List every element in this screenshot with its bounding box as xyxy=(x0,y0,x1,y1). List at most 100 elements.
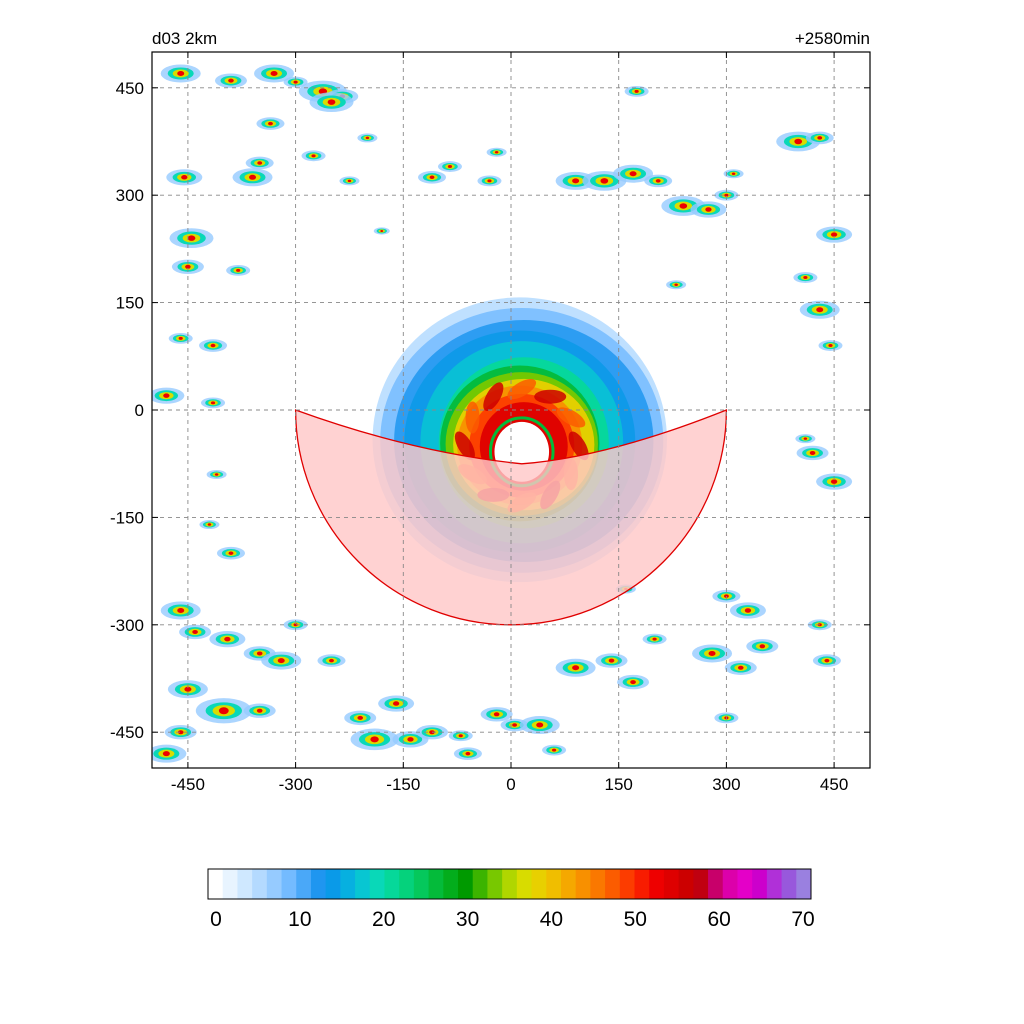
colorbar-tick-label: 60 xyxy=(707,908,730,931)
colorbar-swatch xyxy=(208,869,224,899)
colorbar-swatch xyxy=(575,869,591,899)
convective-cell xyxy=(805,131,834,145)
spiral-band xyxy=(483,382,504,411)
convective-cell xyxy=(166,169,203,186)
colorbar-swatch xyxy=(752,869,768,899)
colorbar-swatch xyxy=(678,869,694,899)
colorbar-swatch xyxy=(516,869,533,899)
convective-cell xyxy=(245,156,274,170)
x-tick-label: 150 xyxy=(605,775,633,794)
colorbar-swatch xyxy=(796,869,812,899)
colorbar-swatch xyxy=(237,869,253,899)
colorbar-swatch xyxy=(458,869,474,899)
convective-cell xyxy=(209,631,246,648)
y-tick-label: 0 xyxy=(135,401,144,420)
x-tick-label: -300 xyxy=(279,775,313,794)
convective-cell xyxy=(261,651,302,670)
colorbar-swatch xyxy=(766,869,783,899)
convective-cell xyxy=(724,660,757,675)
convective-cell xyxy=(169,228,214,249)
convective-cell xyxy=(723,169,744,179)
convective-cell xyxy=(216,546,245,560)
colorbar-swatch xyxy=(266,869,283,899)
spiral-band xyxy=(507,379,537,400)
convective-cell xyxy=(357,133,378,143)
colorbar-tick-label: 0 xyxy=(210,908,222,931)
convective-cell xyxy=(793,272,818,283)
colorbar-swatch xyxy=(355,869,371,899)
convective-cell xyxy=(350,728,399,751)
colorbar-swatch xyxy=(443,869,459,899)
y-tick-label: 150 xyxy=(116,294,144,313)
colorbar-swatch xyxy=(310,869,327,899)
convective-cell xyxy=(378,695,415,712)
colorbar-swatch xyxy=(560,869,577,899)
convective-cell xyxy=(437,161,462,172)
colorbar-swatch xyxy=(487,869,503,899)
colorbar-swatch xyxy=(590,869,606,899)
convective-cell xyxy=(254,64,295,83)
convective-cell xyxy=(613,164,654,183)
y-tick-label: -450 xyxy=(110,723,144,742)
x-tick-label: -450 xyxy=(171,775,205,794)
convective-cell xyxy=(624,85,649,97)
convective-cell xyxy=(666,280,687,290)
convective-cell xyxy=(816,473,853,490)
convective-cell xyxy=(542,744,567,756)
convective-cell xyxy=(243,703,276,718)
convective-cell xyxy=(519,716,560,735)
y-tick-label: -300 xyxy=(110,616,144,635)
colorbar-tick-label: 50 xyxy=(624,908,647,931)
reflectivity-field xyxy=(152,64,853,763)
convective-cell xyxy=(692,644,733,663)
colorbar-swatch xyxy=(663,869,680,899)
spiral-band xyxy=(454,431,475,461)
colorbar-tick-label: 20 xyxy=(372,908,395,931)
convective-cell xyxy=(199,339,228,352)
y-tick-label: 450 xyxy=(116,79,144,98)
colorbar-swatch xyxy=(384,869,400,899)
colorbar-swatch xyxy=(428,869,444,899)
convective-cell xyxy=(160,601,201,620)
spiral-band xyxy=(534,389,567,404)
convective-cell xyxy=(373,227,390,235)
colorbar-swatch xyxy=(325,869,341,899)
convective-cell xyxy=(816,226,853,243)
convective-cell xyxy=(309,92,354,113)
convective-cell xyxy=(477,175,502,187)
convective-cell xyxy=(206,469,227,479)
convective-cell xyxy=(283,76,308,88)
convective-cell xyxy=(795,434,816,444)
colorbar-swatch xyxy=(252,869,268,899)
convective-cell xyxy=(555,658,596,677)
convective-cell xyxy=(729,602,766,619)
colorbar-tick-label: 10 xyxy=(288,908,311,931)
convective-cell xyxy=(617,674,650,690)
convective-cell xyxy=(226,264,251,276)
convective-cell xyxy=(796,445,829,461)
colorbar-swatch xyxy=(340,869,356,899)
colorbar-swatch xyxy=(781,869,797,899)
colorbar: 0 10 20 30 40 50 60 70 xyxy=(207,868,815,931)
convective-cell xyxy=(199,520,220,530)
convective-cell xyxy=(164,725,197,740)
colorbar-frame xyxy=(207,868,812,900)
convective-cell xyxy=(453,747,482,760)
convective-cell xyxy=(160,64,201,83)
convective-cell xyxy=(812,654,841,667)
axis-ticks: -450 -300 -150 0 150 300 450 450 300 150 0 -150 -300… xyxy=(110,52,870,794)
x-tick-label: 450 xyxy=(820,775,848,794)
colorbar-tick-label: 30 xyxy=(456,908,479,931)
convective-cell xyxy=(776,131,821,152)
colorbar-swatch xyxy=(546,869,562,899)
convective-cell xyxy=(339,176,360,186)
convective-cell xyxy=(480,707,513,722)
convective-cell xyxy=(486,147,507,157)
colorbar-swatch xyxy=(296,869,312,899)
spiral-band xyxy=(465,401,480,434)
x-tick-label: -150 xyxy=(386,775,420,794)
convective-cell xyxy=(714,189,739,201)
figure-title-right: +2580min xyxy=(795,29,870,48)
convective-cell xyxy=(232,168,273,187)
colorbar-swatch xyxy=(722,869,738,899)
